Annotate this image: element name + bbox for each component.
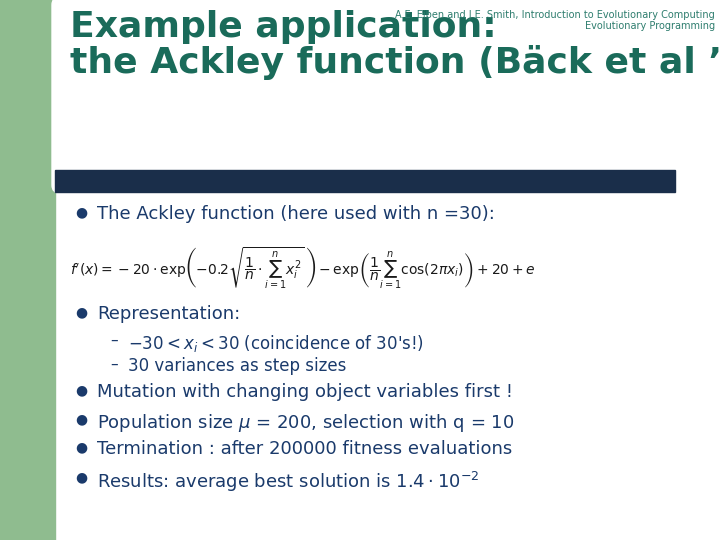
Text: Termination : after 200000 fitness evaluations: Termination : after 200000 fitness evalu… [97,440,512,458]
Text: Results: average best solution is $1.4 \cdot 10^{-2}$: Results: average best solution is $1.4 \… [97,470,480,494]
Text: $f'(x) = -20 \cdot \exp\!\left(-0.2\sqrt{\dfrac{1}{n}\cdot\sum_{i=1}^{n}x_i^2}\,: $f'(x) = -20 \cdot \exp\!\left(-0.2\sqrt… [70,245,536,291]
Text: ●: ● [75,440,87,454]
Text: Representation:: Representation: [97,305,240,323]
Text: ●: ● [75,470,87,484]
Text: ●: ● [75,412,87,426]
Text: Mutation with changing object variables first !: Mutation with changing object variables … [97,383,513,401]
Text: Example application:: Example application: [70,10,497,44]
Text: A.E. Eiben and J.E. Smith, Introduction to Evolutionary Computing: A.E. Eiben and J.E. Smith, Introduction … [395,10,715,20]
Text: ●: ● [75,305,87,319]
Text: ●: ● [75,383,87,397]
Text: 30 variances as step sizes: 30 variances as step sizes [128,357,346,375]
Text: –: – [110,333,117,348]
FancyBboxPatch shape [52,0,720,193]
Text: Population size $\mu$ = 200, selection with q = 10: Population size $\mu$ = 200, selection w… [97,412,514,434]
Text: $-30 < x_i < 30$ (coincidence of 30's!): $-30 < x_i < 30$ (coincidence of 30's!) [128,333,424,354]
Text: The Ackley function (here used with n =30):: The Ackley function (here used with n =3… [97,205,495,223]
Bar [55,170,675,192]
Bar [0,0,55,540]
Bar [0,0,200,150]
Text: Evolutionary Programming: Evolutionary Programming [585,21,715,31]
Text: ●: ● [75,205,87,219]
Text: the Ackley function (Bäck et al ’ 93): the Ackley function (Bäck et al ’ 93) [70,45,720,80]
Text: –: – [110,357,117,372]
